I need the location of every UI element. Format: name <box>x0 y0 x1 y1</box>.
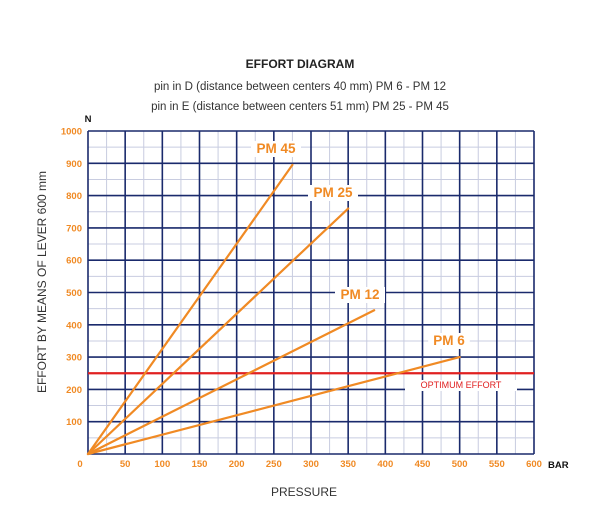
optimum-effort-label: OPTIMUM EFFORT <box>421 380 502 390</box>
y-tick-label: 500 <box>66 288 82 299</box>
y-tick-label: 300 <box>66 353 82 364</box>
x-tick-label: 350 <box>340 459 356 470</box>
y-tick-label: 100 <box>66 417 82 428</box>
series-lines <box>86 163 461 456</box>
x-tick-label: 150 <box>192 459 208 470</box>
x-axis-ticks: 0 50 100 150 200 250 300 350 400 450 500 550 600 <box>77 459 542 470</box>
y-tick-label: 600 <box>66 256 82 267</box>
x-axis-label: PRESSURE <box>271 485 337 499</box>
x-tick-label: 0 <box>77 459 82 470</box>
x-tick-label: 550 <box>489 459 505 470</box>
series-label-pm6: PM 6 <box>433 333 465 348</box>
optimum-effort-reference: OPTIMUM EFFORT <box>88 372 534 391</box>
y-tick-label: 900 <box>66 159 82 170</box>
series-label-bg-pm12 <box>335 287 385 303</box>
y-tick-label: 400 <box>66 320 82 331</box>
x-tick-label: 400 <box>377 459 393 470</box>
series-line-pm6 <box>86 356 461 456</box>
x-tick-label: 50 <box>120 459 131 470</box>
x-tick-label: 300 <box>303 459 319 470</box>
series-label-bg-pm25 <box>308 185 358 201</box>
series-line-pm12 <box>86 309 376 456</box>
y-tick-label: 800 <box>66 191 82 202</box>
chart-subtitle-line-2: pin in E (distance between centers 51 mm… <box>151 101 449 113</box>
x-tick-label: 250 <box>266 459 282 470</box>
series-label-pm12: PM 12 <box>340 287 379 302</box>
chart-subtitle-line-1: pin in D (distance between centers 40 mm… <box>154 81 446 93</box>
y-tick-label: 700 <box>66 223 82 234</box>
x-tick-label: 600 <box>526 459 542 470</box>
x-tick-label: 500 <box>452 459 468 470</box>
x-tick-label: 100 <box>154 459 170 470</box>
y-tick-label: 200 <box>66 385 82 396</box>
y-tick-label: 1000 <box>61 127 82 138</box>
series-label-pm45: PM 45 <box>256 141 296 156</box>
series-labels: PM 45 PM 25 PM 12 PM 6 <box>251 141 470 349</box>
y-axis-ticks: 100 200 300 400 500 600 700 800 900 1000 <box>61 127 82 429</box>
chart-title: EFFORT DIAGRAM <box>246 57 355 71</box>
series-label-bg-pm6 <box>428 333 470 349</box>
series-line-pm45 <box>86 163 294 456</box>
x-tick-label: 200 <box>229 459 245 470</box>
y-axis-label: EFFORT BY MEANS OF LEVER 600 mm <box>35 171 49 393</box>
y-axis-unit: N <box>85 114 92 125</box>
optimum-effort-label-bg <box>405 380 517 391</box>
x-tick-label: 450 <box>415 459 431 470</box>
series-line-pm25 <box>86 207 350 456</box>
series-label-pm25: PM 25 <box>313 185 353 200</box>
x-axis-unit: BAR <box>548 460 569 471</box>
series-label-bg-pm45 <box>251 141 301 157</box>
